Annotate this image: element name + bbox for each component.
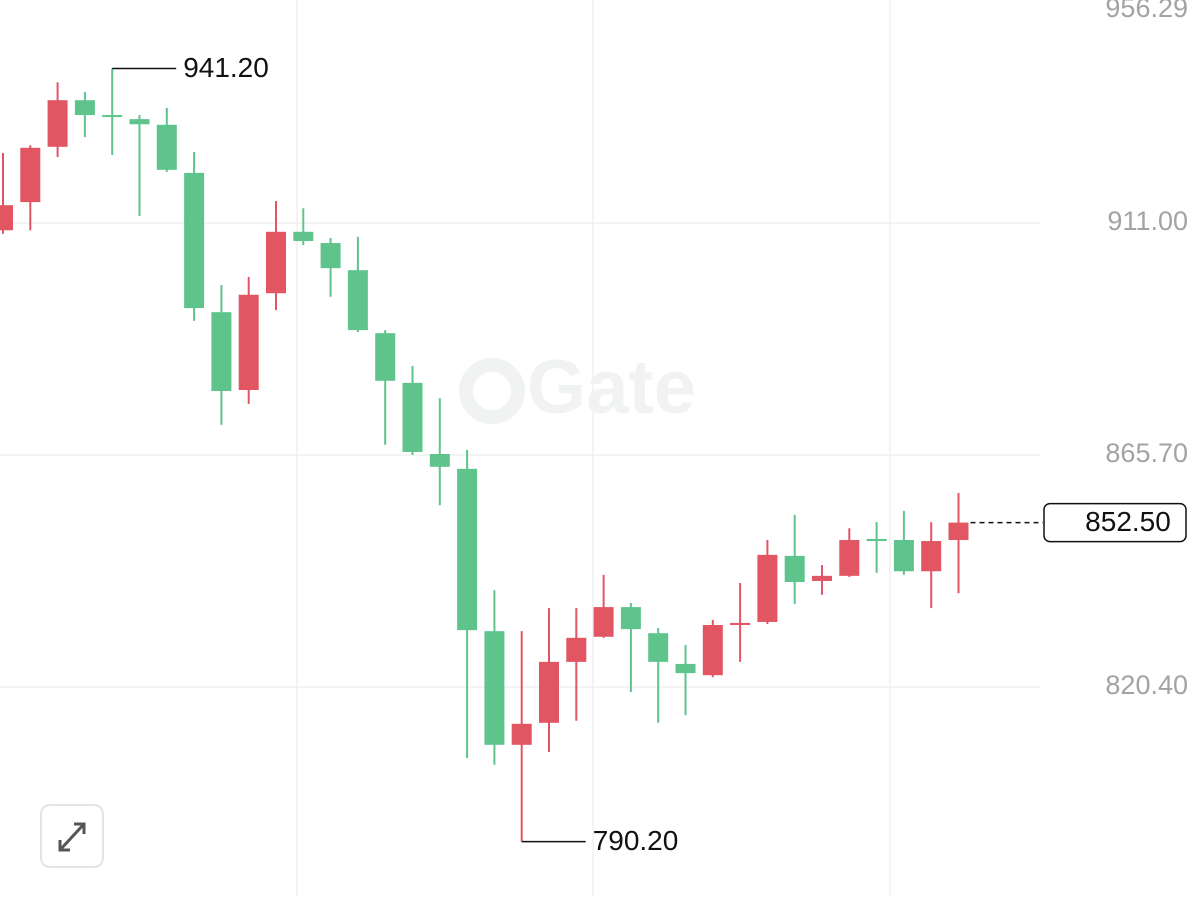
candle-body bbox=[948, 522, 969, 541]
candle-body bbox=[511, 723, 532, 745]
candle-body bbox=[675, 663, 696, 674]
candle-body bbox=[757, 554, 778, 622]
candle-body bbox=[320, 243, 341, 269]
candle-body bbox=[429, 454, 450, 467]
y-tick-label: 911.00 bbox=[1107, 206, 1188, 236]
y-tick-label: 865.70 bbox=[1105, 438, 1188, 468]
candle-body bbox=[74, 100, 95, 116]
candle-body bbox=[702, 625, 723, 676]
candle-body bbox=[184, 172, 205, 309]
candle-body bbox=[102, 115, 123, 118]
watermark-logo bbox=[459, 358, 525, 424]
last-price-box bbox=[1043, 502, 1187, 543]
candle-body bbox=[20, 147, 41, 203]
candle-body bbox=[238, 294, 259, 390]
candle-body bbox=[293, 231, 314, 242]
expand-button[interactable] bbox=[40, 804, 104, 868]
candles bbox=[0, 68, 969, 842]
y-tick-label: 820.40 bbox=[1105, 670, 1188, 700]
candle-body bbox=[620, 607, 641, 630]
candle-body bbox=[266, 231, 286, 294]
candle-body bbox=[402, 382, 423, 452]
expand-icon bbox=[58, 822, 86, 852]
candle-body bbox=[812, 575, 832, 581]
candle-body bbox=[457, 468, 478, 631]
candle-body bbox=[347, 270, 368, 331]
candle-body bbox=[156, 124, 177, 170]
candle-body bbox=[484, 631, 505, 745]
candle-body bbox=[893, 540, 914, 572]
y-tick-label: 956.29 bbox=[1105, 0, 1188, 23]
candle-body bbox=[211, 312, 232, 392]
candle-body bbox=[375, 333, 396, 381]
watermark-text: Gate bbox=[527, 345, 696, 430]
candle-body bbox=[539, 661, 559, 723]
candle-body bbox=[0, 205, 13, 231]
annotation-label: 941.20 bbox=[183, 52, 269, 83]
candle-body bbox=[648, 633, 669, 662]
candle-body bbox=[784, 555, 805, 583]
candle-body bbox=[47, 100, 68, 147]
candle-body bbox=[129, 119, 150, 125]
watermark: Gate bbox=[459, 345, 696, 430]
annotation-label: 790.20 bbox=[593, 825, 679, 856]
candle-body bbox=[921, 541, 942, 572]
candle-body bbox=[566, 637, 587, 662]
candle-body bbox=[839, 540, 860, 576]
candle-body bbox=[730, 622, 751, 626]
last-price-label: 852.50 bbox=[1085, 506, 1171, 537]
candle-body bbox=[593, 607, 614, 637]
candle-body bbox=[866, 538, 887, 542]
